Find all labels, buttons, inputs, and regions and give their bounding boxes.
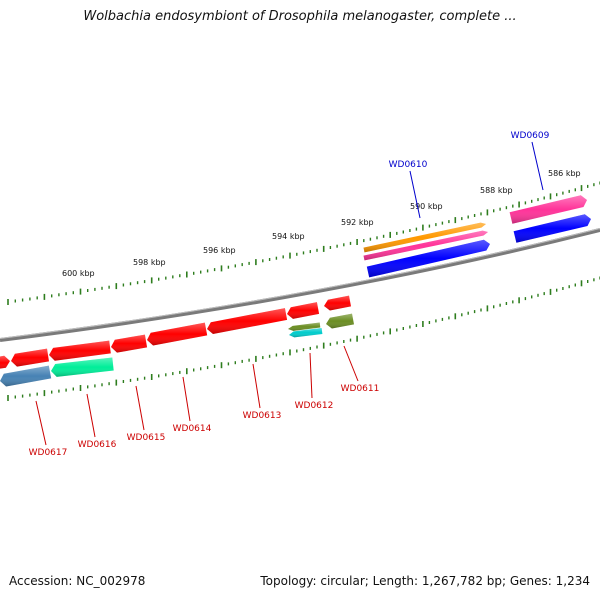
gene-feature-wd0615-shading — [111, 334, 148, 353]
scale-label: 600 kbp — [62, 269, 95, 278]
gene-feature-wd0612-shading — [289, 328, 323, 338]
gene-label-wd0617: WD0617 — [29, 448, 68, 458]
gene-label-wd0609: WD0609 — [511, 131, 550, 141]
gene-feature-wd0614-shading — [147, 322, 208, 346]
gene-feature-wd0610-shading — [363, 222, 486, 253]
scale-label: 596 kbp — [203, 246, 236, 255]
gene-feature-partial-shading — [0, 355, 10, 369]
gene-feature-wd0609-shading — [509, 195, 587, 224]
leader-line — [309, 352, 313, 399]
map-title: Wolbachia endosymbiont of Drosophila mel… — [83, 9, 517, 24]
gene-label-wd0616: WD0616 — [78, 440, 117, 450]
leader-line — [252, 363, 261, 409]
scale-label: 590 kbp — [410, 202, 443, 211]
tick-ring-inner — [7, 276, 600, 401]
leader-line — [409, 170, 421, 219]
gene-feature-wd0616-shading — [49, 340, 111, 361]
leader-line — [182, 376, 191, 422]
genome-stats-text: Topology: circular; Length: 1,267,782 bp… — [260, 574, 590, 588]
scale-label: 588 kbp — [480, 186, 513, 195]
scale-label: 592 kbp — [341, 218, 374, 227]
gene-feature-wd0617-shading — [0, 365, 52, 387]
leader-line — [86, 393, 96, 438]
gene-feature-wd0617-shading — [11, 348, 49, 367]
genome-backbone — [0, 228, 600, 342]
gene-feature-wd0612-shading — [288, 322, 321, 331]
gene-feature-wd0613-shading — [207, 308, 288, 334]
gene-feature-wd0612-shading — [287, 302, 320, 319]
gene-label-wd0610: WD0610 — [389, 160, 428, 170]
scale-labels: 586 kbp 588 kbp 590 kbp 592 kbp 594 kbp 596 k… — [62, 169, 581, 278]
leader-line — [343, 345, 359, 382]
gene-label-wd0615: WD0615 — [127, 433, 166, 443]
gene-label-wd0613: WD0613 — [243, 411, 282, 421]
tick-ring-outer — [7, 181, 600, 305]
gene-feature-wd0616-shading — [51, 357, 114, 377]
gene-feature-wd0611-shading — [326, 313, 354, 329]
leader-line — [35, 400, 47, 446]
gene-feature-wd0610-shading — [366, 239, 490, 278]
gene-feature-wd0609-shading — [513, 214, 591, 243]
gene-label-wd0614: WD0614 — [173, 424, 212, 434]
scale-label: 598 kbp — [133, 258, 166, 267]
gene-feature-wd0610-shading — [363, 230, 488, 261]
gene-feature-wd0611-shading — [324, 295, 351, 311]
gene-features — [0, 195, 591, 387]
scale-label: 586 kbp — [548, 169, 581, 178]
accession-text: Accession: NC_002978 — [9, 574, 146, 588]
gene-label-wd0611: WD0611 — [341, 384, 380, 394]
genome-backbone-highlight — [0, 228, 600, 339]
scale-label: 594 kbp — [272, 232, 305, 241]
gene-labels: WD0610 WD0609 WD0611 WD0612 WD0613 WD0614 WD06… — [29, 131, 550, 458]
leader-line — [135, 385, 145, 431]
leader-line — [531, 141, 544, 191]
gene-label-wd0612: WD0612 — [295, 401, 334, 411]
